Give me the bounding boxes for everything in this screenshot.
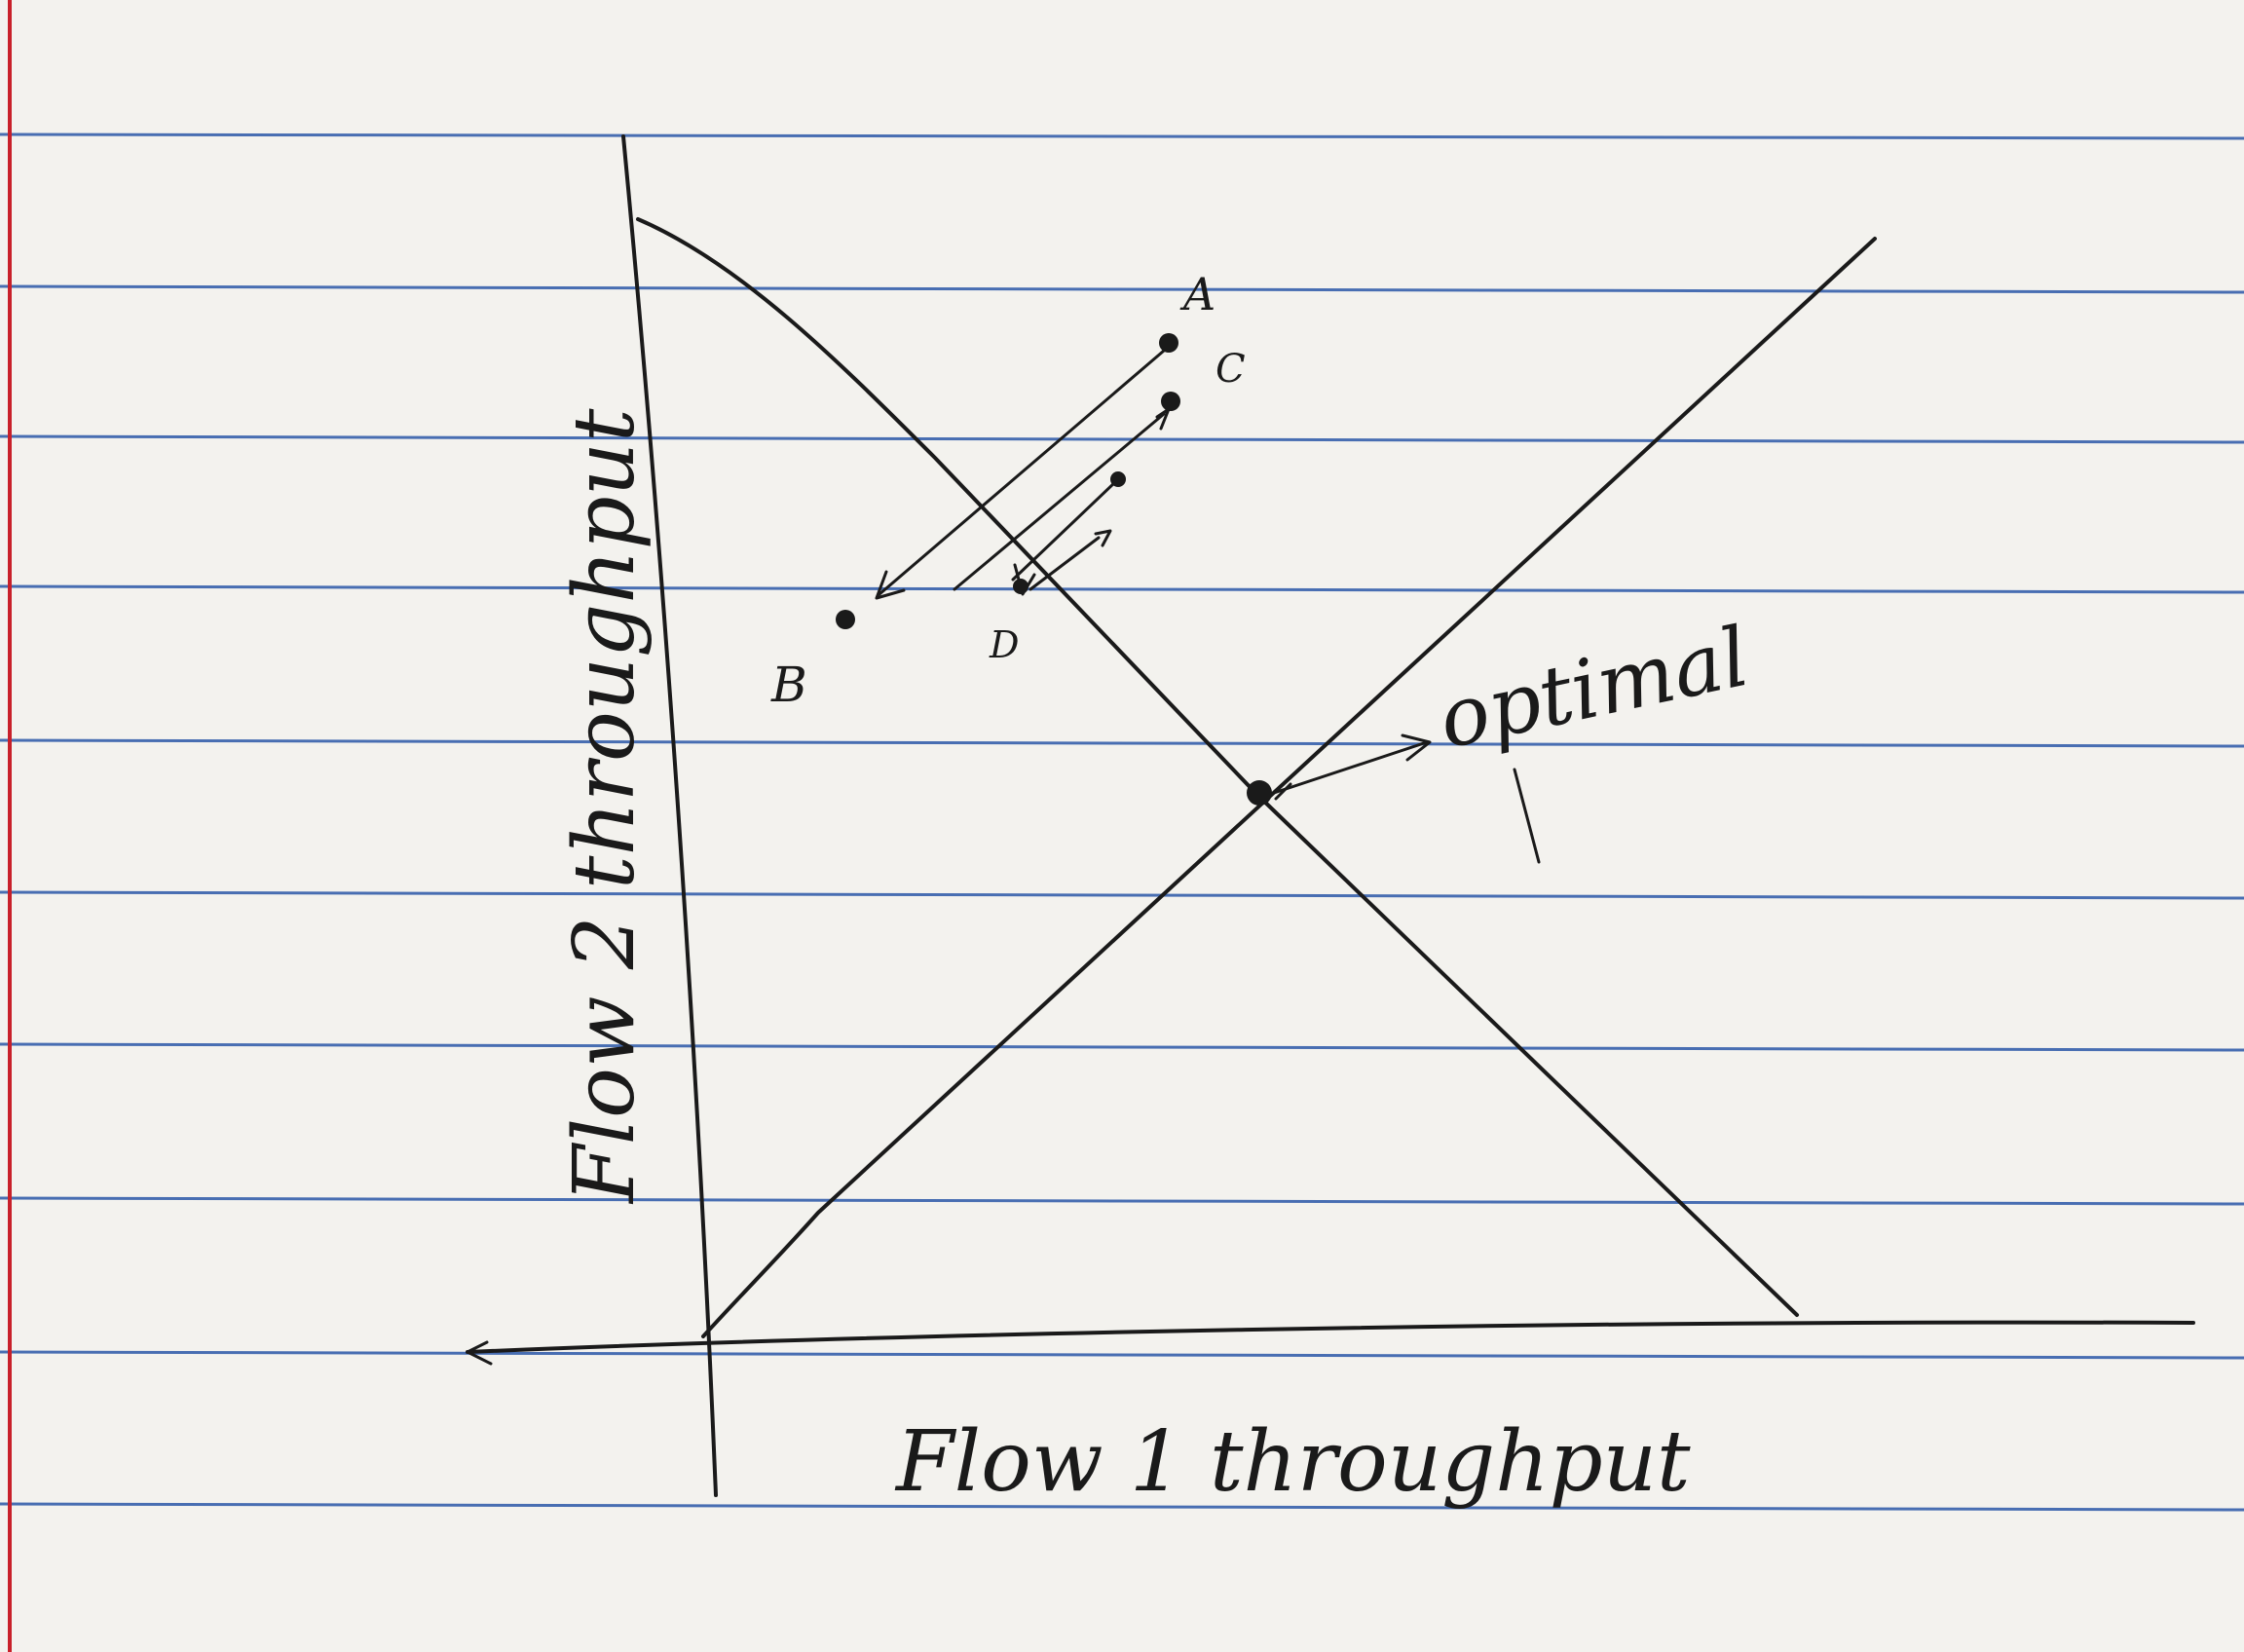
efficiency-line	[636, 217, 1799, 1317]
point-a-label: A	[1179, 268, 1216, 320]
optimal-callout	[1269, 733, 1541, 864]
fairness-line	[701, 237, 1877, 1338]
y-axis	[621, 134, 718, 1497]
point-d-label: D	[989, 623, 1019, 666]
point-cprime-dot	[1110, 471, 1126, 487]
ruled-lines	[0, 132, 2244, 1512]
x-axis-arrowhead	[466, 1340, 493, 1366]
point-b-label: B	[770, 657, 807, 713]
x-axis	[466, 1320, 2195, 1354]
point-d-dot	[1013, 579, 1028, 594]
optimal-point-dot	[1247, 780, 1272, 806]
point-a-dot	[1159, 333, 1178, 353]
x-axis-label: Flow 1 throughput	[894, 1413, 1691, 1511]
point-b-dot	[836, 610, 855, 629]
trajectory-arrows	[875, 349, 1171, 600]
y-axis-label: Flow 2 throughput	[556, 408, 654, 1205]
point-c-dot	[1161, 392, 1180, 411]
point-c-label: C	[1216, 347, 1246, 392]
